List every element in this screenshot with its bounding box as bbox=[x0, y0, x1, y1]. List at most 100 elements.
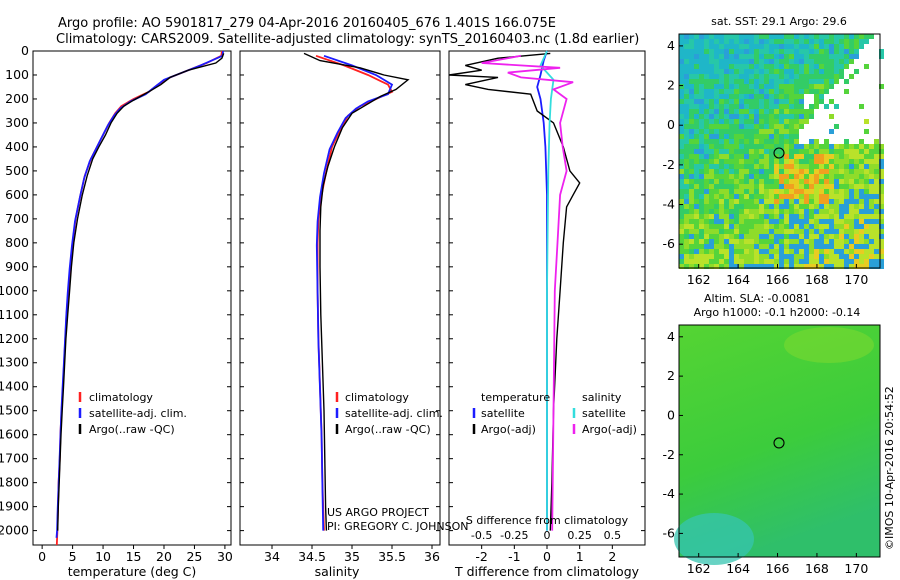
difference-profile-panel: -2 -1 0 1 2 -0.5 -0.25 0 0.25 0.5 S difference fro… bbox=[448, 50, 646, 579]
sst_map-ytick-label: 0 bbox=[667, 117, 675, 132]
sla-map-subtitle: Argo h1000: -0.1 h2000: -0.14 bbox=[694, 306, 861, 319]
imos-side-label: ©IMOS 10-Apr-2016 20:54:52 bbox=[883, 386, 896, 550]
temperature-xtick-label: 0 bbox=[38, 549, 46, 564]
depth-tick-label: 1100 bbox=[0, 307, 29, 322]
sst_map-xtick-label: 168 bbox=[805, 272, 829, 287]
depth-tick-label: 1200 bbox=[0, 331, 29, 346]
sst-map-title: sat. SST: 29.1 Argo: 29.6 bbox=[711, 15, 847, 28]
sst_map-ytick-label: 2 bbox=[667, 78, 675, 93]
temperature-xtick-label: 5 bbox=[69, 549, 77, 564]
temp-legend-label-1: satellite-adj. clim. bbox=[89, 407, 187, 420]
temp-series-1 bbox=[55, 50, 224, 538]
differences-xtick-label: 1 bbox=[576, 549, 584, 564]
sla_map-xtick-label: 170 bbox=[844, 561, 868, 576]
depth-tick-label: 1800 bbox=[0, 475, 29, 490]
sla_map-xtick-label: 166 bbox=[766, 561, 790, 576]
differences-xtick-label: -2 bbox=[475, 549, 487, 564]
depth-tick-label: 100 bbox=[5, 67, 29, 82]
sla-map-panel: 162 164 166 168 170 4 2 0 -2 -4 -6 Altim. SLA: -0.0… bbox=[663, 292, 881, 576]
salinity-xtick-label: 34 bbox=[264, 549, 280, 564]
pi-annotation: PI: GREGORY C. JOHNSON bbox=[327, 520, 468, 533]
sst_map-ytick-label: -4 bbox=[663, 197, 676, 212]
temperature-xtick-label: 15 bbox=[126, 549, 142, 564]
sla_map-ytick-label: 2 bbox=[667, 368, 675, 383]
depth-tick-label: 400 bbox=[5, 139, 29, 154]
sst_map-ytick-label: 4 bbox=[667, 38, 675, 53]
s-diff-tick-label: 0 bbox=[544, 529, 551, 542]
s-difference-axis-label: S difference from climatology bbox=[466, 514, 629, 527]
diff-series-0 bbox=[536, 50, 548, 531]
sla_map-xtick-label: 162 bbox=[687, 561, 711, 576]
sla_map-xtick-label: 168 bbox=[805, 561, 829, 576]
s-diff-tick-label: -0.5 bbox=[471, 529, 492, 542]
temperature-profile-panel: 0100200300400500600700800900100011001200… bbox=[0, 43, 233, 579]
differences-xtick-label: -1 bbox=[508, 549, 520, 564]
temperature-xtick-label: 20 bbox=[156, 549, 172, 564]
depth-tick-label: 2000 bbox=[0, 523, 29, 538]
diff-series-2 bbox=[539, 50, 555, 531]
project-annotation: US ARGO PROJECT bbox=[327, 506, 429, 519]
sla-heatmap-low-blob bbox=[674, 513, 754, 565]
s-diff-tick-label: -0.25 bbox=[500, 529, 528, 542]
diff-legend-left-label-1: satellite bbox=[481, 407, 525, 420]
salinity-xtick-label: 35 bbox=[344, 549, 360, 564]
diff-legend-left-label-2: Argo(-adj) bbox=[481, 423, 536, 436]
sla_map-frame bbox=[678, 324, 881, 558]
header-line-1: Argo profile: AO 5901817_279 04-Apr-2016… bbox=[58, 16, 556, 31]
depth-tick-label: 900 bbox=[5, 259, 29, 274]
sst_map-xtick-label: 164 bbox=[726, 272, 750, 287]
s-diff-tick-label: 0.25 bbox=[567, 529, 592, 542]
sla_map-ytick-label: 4 bbox=[667, 329, 675, 344]
sal-series-2 bbox=[303, 52, 410, 531]
s-diff-tick-label: 0.5 bbox=[604, 529, 622, 542]
depth-tick-label: 800 bbox=[5, 235, 29, 250]
sst-map-panel: 162 164 166 168 170 4 2 0 -2 -4 -6 sat. SST: 29.1 A… bbox=[663, 15, 884, 287]
salinity-plot-frame bbox=[239, 50, 441, 546]
depth-tick-label: 1900 bbox=[0, 499, 29, 514]
sla_map-ytick-label: -4 bbox=[663, 486, 676, 501]
sal-series-0 bbox=[315, 54, 394, 531]
sal-legend-label-0: climatology bbox=[345, 391, 409, 404]
sst_map-argo-marker bbox=[773, 147, 785, 159]
sal-legend-label-1: satellite-adj. clim. bbox=[345, 407, 443, 420]
sst_map-xtick-label: 170 bbox=[844, 272, 868, 287]
depth-tick-label: 1000 bbox=[0, 283, 29, 298]
sla_map-ytick-label: 0 bbox=[667, 407, 675, 422]
depth-tick-label: 1400 bbox=[0, 379, 29, 394]
temperature-axis-label: temperature (deg C) bbox=[68, 564, 197, 579]
sst_map-ytick-label: -2 bbox=[663, 157, 675, 172]
sla_map-ytick-label: -2 bbox=[663, 447, 675, 462]
sal-series-1 bbox=[315, 54, 394, 531]
sst_map-xtick-label: 162 bbox=[687, 272, 711, 287]
salinity-xtick-label: 34.5 bbox=[298, 549, 326, 564]
differences-xtick-label: 2 bbox=[608, 549, 616, 564]
sst_map-xtick-label: 166 bbox=[766, 272, 790, 287]
diff-legend-right-label-0: salinity bbox=[582, 391, 622, 404]
depth-tick-label: 500 bbox=[5, 163, 29, 178]
sst_map-ytick-label: -6 bbox=[663, 236, 676, 251]
depth-tick-label: 700 bbox=[5, 211, 29, 226]
diff-series-3 bbox=[481, 54, 574, 531]
diff-legend-right-label-2: Argo(-adj) bbox=[582, 423, 637, 436]
diff-legend-right-label-1: satellite bbox=[582, 407, 626, 420]
depth-tick-label: 1300 bbox=[0, 355, 29, 370]
sal-legend-label-2: Argo(..raw -QC) bbox=[345, 423, 431, 436]
temp-legend-label-0: climatology bbox=[89, 391, 153, 404]
temp-series-0 bbox=[55, 50, 223, 546]
sst-heatmap-cells bbox=[679, 34, 884, 269]
temperature-xtick-label: 25 bbox=[186, 549, 202, 564]
salinity-axis-label: salinity bbox=[315, 564, 360, 579]
temp-legend-label-2: Argo(..raw -QC) bbox=[89, 423, 175, 436]
temp-series-2 bbox=[57, 53, 225, 531]
sla_map-argo-marker bbox=[773, 437, 785, 449]
depth-tick-label: 0 bbox=[21, 43, 29, 58]
depth-tick-label: 200 bbox=[5, 91, 29, 106]
depth-tick-label: 1700 bbox=[0, 451, 29, 466]
salinity-xtick-label: 35.5 bbox=[378, 549, 406, 564]
salinity-xtick-label: 36 bbox=[424, 549, 440, 564]
t-difference-axis-label: T difference from climatology bbox=[454, 564, 640, 579]
sla-heatmap-high-blob bbox=[784, 327, 874, 363]
depth-tick-label: 300 bbox=[5, 115, 29, 130]
depth-tick-label: 1600 bbox=[0, 427, 29, 442]
